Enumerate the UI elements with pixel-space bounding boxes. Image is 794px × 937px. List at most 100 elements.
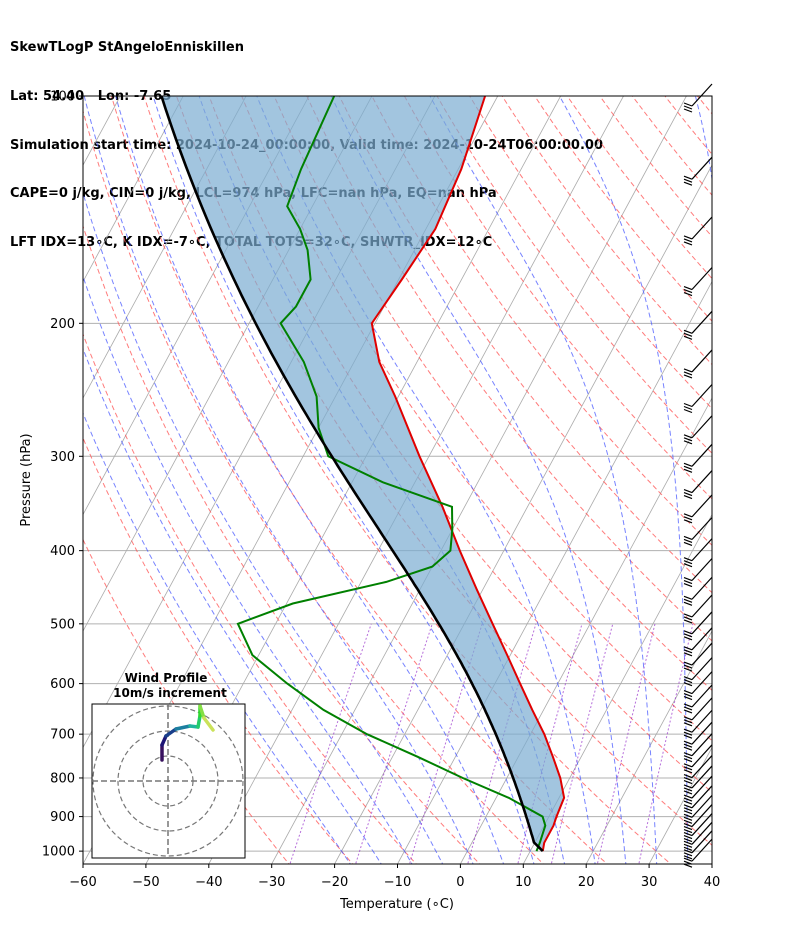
- wind-barb-flag: [683, 816, 693, 821]
- dry-adiabat-line: [599, 96, 712, 238]
- isotherm-line: [271, 96, 687, 864]
- wind-barb-flag: [683, 804, 693, 809]
- wind-barb-flag: [683, 690, 693, 695]
- wind-barb-staff: [691, 611, 713, 635]
- wind-barb-flag: [683, 728, 693, 733]
- wind-barb-staff: [691, 517, 713, 540]
- moist-adiabat-line: [83, 275, 413, 864]
- wind-barb-staff: [691, 765, 713, 789]
- wind-barb-flag: [683, 773, 693, 779]
- wind-barb-flag: [683, 329, 693, 334]
- x-tick-label: −60: [69, 875, 96, 890]
- wind-barb-flag: [683, 374, 693, 379]
- wind-barb-flag: [683, 613, 693, 618]
- wind-barb-flag: [683, 652, 693, 657]
- wind-barb-staff: [691, 733, 713, 757]
- x-tick-label: −40: [195, 875, 222, 890]
- wind-barb-flag: [683, 797, 693, 802]
- mixing-ratio-line: [409, 623, 483, 864]
- wind-barb-flag: [683, 746, 693, 751]
- wind-barb-flag: [683, 779, 693, 785]
- wind-barb-flag: [683, 776, 693, 782]
- wind-barb-staff: [691, 697, 713, 721]
- wind-barb-flag: [683, 679, 693, 684]
- wind-barb-flag: [683, 102, 693, 107]
- x-tick-label: −10: [384, 875, 411, 890]
- wind-barb-staff: [691, 384, 713, 407]
- wind-barb-staff: [691, 594, 713, 618]
- wind-barb-staff: [691, 576, 713, 600]
- dry-adiabat-line: [83, 224, 481, 864]
- moist-adiabat-line: [429, 96, 658, 864]
- title-line: SkewTLogP StAngeloEnniskillen: [10, 40, 244, 56]
- wind-barb-flag: [683, 595, 693, 600]
- wind-barb-flag: [683, 813, 693, 818]
- wind-barb-flag: [683, 541, 693, 547]
- wind-barb-flag: [683, 494, 693, 500]
- y-tick-label: 300: [50, 450, 75, 465]
- isotherm-line: [585, 630, 712, 864]
- wind-barb-flag: [683, 332, 693, 337]
- moist-adiabat-line: [83, 347, 382, 864]
- wind-barb-flag: [683, 579, 693, 585]
- wind-barb-flag: [683, 235, 693, 240]
- parcel-path-line: [160, 96, 544, 853]
- mixing-ratio-line: [638, 623, 694, 864]
- temperature-profile-line: [370, 96, 566, 852]
- wind-barb-flag: [683, 703, 693, 708]
- wind-barb-flag: [683, 649, 693, 654]
- wind-barb-flag: [683, 488, 693, 494]
- wind-barb-flag: [683, 661, 693, 666]
- wind-barb-flag: [683, 598, 693, 603]
- wind-barb-flag: [683, 787, 693, 792]
- wind-barb-staff: [691, 642, 713, 666]
- wind-barb-flag: [683, 108, 693, 113]
- wind-barb-staff: [691, 415, 713, 439]
- moist-adiabat-line: [559, 96, 689, 864]
- wind-barb-flag: [683, 709, 693, 714]
- y-tick-label: 100: [50, 90, 75, 105]
- x-tick-label: 20: [578, 875, 595, 890]
- wind-barb-flag: [683, 491, 693, 497]
- wind-barb-flag: [683, 576, 693, 582]
- y-tick-label: 800: [50, 771, 75, 786]
- x-tick-label: −50: [132, 875, 159, 890]
- wind-barb-staff: [691, 744, 713, 768]
- dewpoint-profile-line: [236, 96, 547, 852]
- wind-barb-flag: [683, 682, 693, 687]
- wind-barb-flag: [683, 855, 693, 860]
- wind-barb-flag: [683, 857, 693, 862]
- dry-adiabat-line: [403, 96, 712, 500]
- wind-barb-flag: [683, 582, 693, 588]
- y-tick-label: 900: [50, 810, 75, 825]
- wind-barb-staff: [691, 267, 713, 290]
- dry-adiabat-line: [534, 96, 712, 322]
- y-tick-label: 200: [50, 317, 75, 332]
- wind-barb-flag: [683, 693, 693, 698]
- wind-barb-staff: [691, 721, 713, 745]
- wind-barb-flag: [683, 178, 693, 183]
- wind-barb-flag: [683, 667, 693, 672]
- wind-barb-flag: [683, 766, 693, 771]
- wind-barb-staff: [691, 538, 713, 562]
- wind-barb-flag: [683, 241, 693, 246]
- mixing-ratio-line: [596, 623, 656, 864]
- wind-barb-flag: [683, 285, 693, 291]
- isotherm-line: [522, 513, 712, 864]
- wind-barb-staff: [691, 310, 713, 334]
- wind-barb-flag: [683, 832, 693, 837]
- axes: −60 −50 −40 −30 −20 −10 0 10 20 30 40 1000 900 800 700…: [42, 90, 720, 891]
- wind-barb-flag: [683, 755, 693, 760]
- wind-barb-staff: [691, 671, 713, 695]
- plot-area: [83, 96, 712, 864]
- wind-barb-flag: [683, 807, 693, 812]
- wind-barb-flag: [683, 519, 693, 524]
- moist-adiabat-line: [115, 96, 505, 864]
- wind-barb-staff: [691, 83, 713, 107]
- moist-adiabat-line: [83, 96, 474, 864]
- y-tick-label: 400: [50, 544, 75, 559]
- wind-barb-flag: [683, 563, 693, 568]
- inset-subtitle: 10m/s increment: [113, 686, 227, 700]
- wind-barb-flag: [683, 706, 693, 711]
- y-tick-label: 1000: [42, 845, 75, 860]
